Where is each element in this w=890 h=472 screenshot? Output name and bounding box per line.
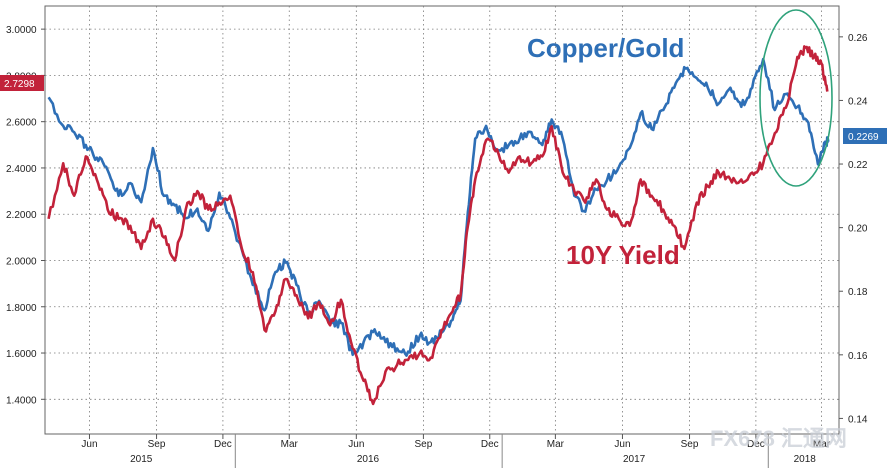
series-label-copper-gold: Copper/Gold: [527, 33, 684, 63]
x-tick-label: Sep: [148, 439, 166, 450]
last-value-badge-left: 2.7298: [0, 75, 44, 91]
year-label: 2015: [130, 454, 153, 465]
right-tick-label: 0.24: [848, 96, 868, 107]
x-tick-label: Sep: [681, 439, 699, 450]
left-tick-label: 2.4000: [6, 164, 37, 175]
x-tick-label: Jun: [81, 439, 97, 450]
left-tick-label: 2.6000: [6, 118, 37, 129]
svg-text:2.7298: 2.7298: [4, 79, 35, 90]
series-lines: [47, 45, 830, 406]
highlight-ellipse: [759, 9, 833, 187]
right-tick-label: 0.16: [848, 351, 868, 362]
right-y-axis: 0.14 0.16 0.18 0.20 0.22 0.24 0.26: [839, 33, 868, 425]
series-line-copper-gold: [47, 57, 830, 357]
x-axis: Jun Sep Dec Mar Jun Sep Dec Mar Jun Sep Dec Mar 2015…: [81, 434, 831, 468]
year-label: 2018: [794, 454, 817, 465]
x-tick-label: Sep: [415, 439, 433, 450]
x-tick-label: Dec: [214, 439, 232, 450]
plot-frame: [44, 5, 840, 435]
left-tick-label: 1.4000: [6, 395, 37, 406]
svg-text:0.2269: 0.2269: [848, 132, 879, 143]
year-label: 2017: [623, 454, 646, 465]
x-tick-label: Mar: [547, 439, 565, 450]
last-value-badge-right: 0.2269: [843, 128, 887, 144]
x-tick-label: Dec: [747, 439, 765, 450]
left-tick-label: 2.2000: [6, 210, 37, 221]
right-tick-label: 0.22: [848, 160, 868, 171]
right-tick-label: 0.14: [848, 414, 868, 425]
x-tick-label: Jun: [614, 439, 630, 450]
right-tick-label: 0.18: [848, 287, 868, 298]
series-label-10y-yield: 10Y Yield: [566, 240, 680, 270]
year-label: 2016: [357, 454, 380, 465]
x-tick-label: Mar: [813, 439, 831, 450]
series-line-10y-yield: [47, 45, 829, 406]
x-tick-label: Jun: [348, 439, 364, 450]
right-tick-label: 0.26: [848, 33, 868, 44]
right-tick-label: 0.20: [848, 224, 868, 235]
x-tick-label: Dec: [481, 439, 499, 450]
left-tick-label: 3.0000: [6, 25, 37, 36]
left-tick-label: 1.8000: [6, 303, 37, 314]
watermark: FX678 汇通网: [710, 426, 847, 451]
grid: [45, 6, 839, 434]
left-tick-label: 2.0000: [6, 256, 37, 267]
x-tick-label: Mar: [281, 439, 299, 450]
left-tick-label: 1.6000: [6, 349, 37, 360]
